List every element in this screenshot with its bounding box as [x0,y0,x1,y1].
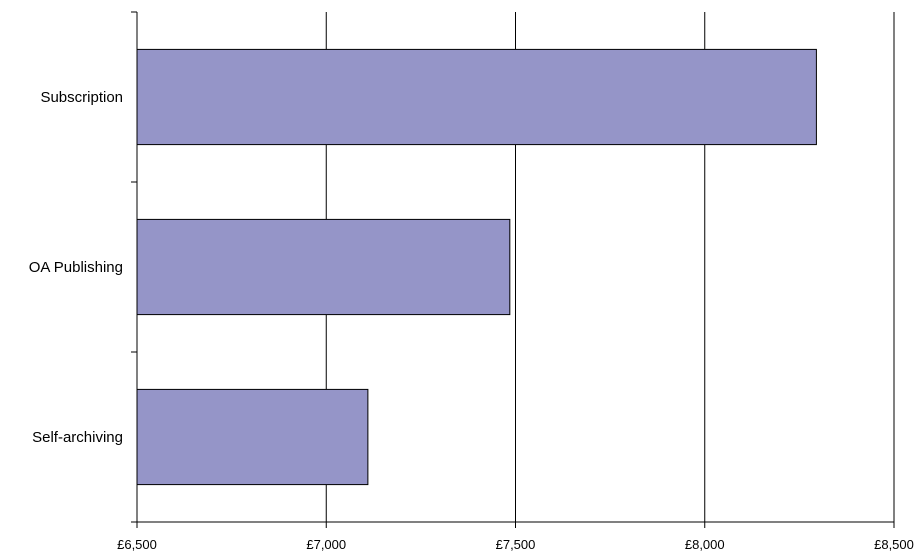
x-tick-label: £6,500 [117,537,157,552]
bar-oa-publishing [136,218,511,316]
category-label: OA Publishing [29,259,123,276]
x-tick-label: £7,500 [496,537,536,552]
category-label: Subscription [40,89,123,106]
category-label: Self-archiving [32,429,123,446]
labels: Subscription OA Publishing Self-archiving £… [29,89,914,552]
bars [136,48,817,486]
axes [131,11,895,528]
x-tick-label: £7,000 [306,537,346,552]
bar-self-archiving [136,388,369,486]
x-tick-label: £8,500 [874,537,914,552]
bar-subscription [136,48,817,146]
x-tick-label: £8,000 [685,537,725,552]
